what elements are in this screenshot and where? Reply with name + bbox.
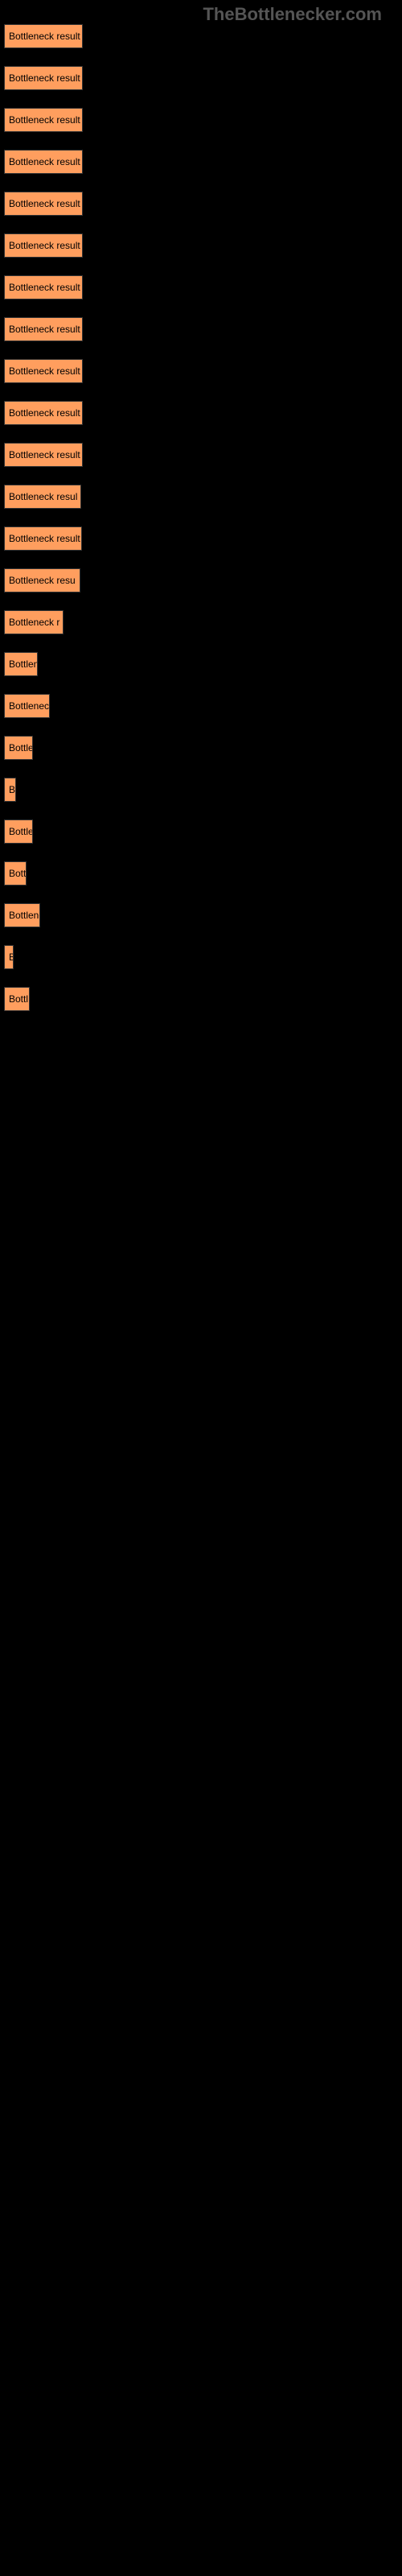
bar-row: Bottlen (4, 652, 402, 676)
bar-chart: Bottleneck result Bottleneck result Bottle… (0, 0, 402, 1011)
bar: Bottl (4, 987, 30, 1011)
bar-row: Bottleneck result (4, 275, 402, 299)
bar-label: Bottleneck result (9, 407, 80, 419)
bar-label: Bottleneck result (9, 449, 80, 460)
bar: Bottleneck result (4, 275, 83, 299)
bar: Bottleneck result (4, 359, 83, 383)
bar-row: Bottle (4, 819, 402, 844)
bar: Bottleneck result (4, 192, 83, 216)
bar-label: Bott (9, 868, 26, 879)
bar-label: Bo (9, 784, 16, 795)
bar: Bottleneck result (4, 443, 83, 467)
bar-label: Bottleneck result (9, 282, 80, 293)
bar-label: Bottleneck result (9, 31, 80, 42)
bar-row: Bottleneck result (4, 66, 402, 90)
bar: Bottleneck (4, 694, 50, 718)
bar-label: Bottlene (9, 910, 40, 921)
bar-label: Bottleneck result (9, 72, 80, 84)
bar-row: Bottleneck r (4, 610, 402, 634)
bar-label: Bottle (9, 826, 33, 837)
bar: Bottlene (4, 903, 40, 927)
bar: Bottleneck r (4, 610, 64, 634)
bar-label: Bottleneck result (9, 114, 80, 126)
bar: Bottleneck resu (4, 568, 80, 592)
bar: Bo (4, 778, 16, 802)
bar-label: Bottleneck result (9, 156, 80, 167)
bar-row: Bottleneck result (4, 526, 402, 551)
bar: Bottleneck result (4, 233, 83, 258)
bar-label: Bottleneck result (9, 365, 80, 377)
bar-row: Bottleneck result (4, 192, 402, 216)
bar: Bottleneck result (4, 66, 83, 90)
bar-label: Bottleneck result (9, 533, 80, 544)
bar-label: Bottl (9, 993, 28, 1005)
bar-row: Bottleneck result (4, 401, 402, 425)
bar-row: Bottleneck result (4, 359, 402, 383)
bar-row: Bottl (4, 987, 402, 1011)
bar-row: Bottlene (4, 903, 402, 927)
bar-row: Bottleneck result (4, 150, 402, 174)
bar: B (4, 945, 14, 969)
bar-label: Bottleneck resu (9, 575, 76, 586)
bar-label: B (9, 952, 14, 963)
bar: Bottleneck result (4, 150, 83, 174)
bar-row: B (4, 945, 402, 969)
bar-row: Bo (4, 778, 402, 802)
bar-label: Bottleneck resul (9, 491, 77, 502)
bar-row: Bottleneck (4, 694, 402, 718)
bar-row: Bottleneck result (4, 108, 402, 132)
bar-row: Bottleneck result (4, 24, 402, 48)
bar: Bottleneck result (4, 24, 83, 48)
bar-row: Bottleneck resul (4, 485, 402, 509)
watermark-text: TheBottlenecker.com (203, 4, 382, 25)
bar-label: Bottleneck result (9, 324, 80, 335)
bar-row: Bottle (4, 736, 402, 760)
bar-row: Bott (4, 861, 402, 886)
bar: Bott (4, 861, 27, 886)
bar-label: Bottlen (9, 658, 38, 670)
bar: Bottleneck resul (4, 485, 81, 509)
bar-label: Bottle (9, 742, 33, 753)
bar: Bottle (4, 736, 33, 760)
bar: Bottleneck result (4, 317, 83, 341)
bar: Bottle (4, 819, 33, 844)
bar: Bottleneck result (4, 401, 83, 425)
bar: Bottleneck result (4, 526, 82, 551)
bar-row: Bottleneck result (4, 317, 402, 341)
bar-row: Bottleneck result (4, 443, 402, 467)
bar: Bottlen (4, 652, 38, 676)
bar: Bottleneck result (4, 108, 83, 132)
bar-label: Bottleneck result (9, 198, 80, 209)
bar-label: Bottleneck r (9, 617, 59, 628)
bar-row: Bottleneck result (4, 233, 402, 258)
bar-label: Bottleneck (9, 700, 50, 712)
bar-label: Bottleneck result (9, 240, 80, 251)
bar-row: Bottleneck resu (4, 568, 402, 592)
